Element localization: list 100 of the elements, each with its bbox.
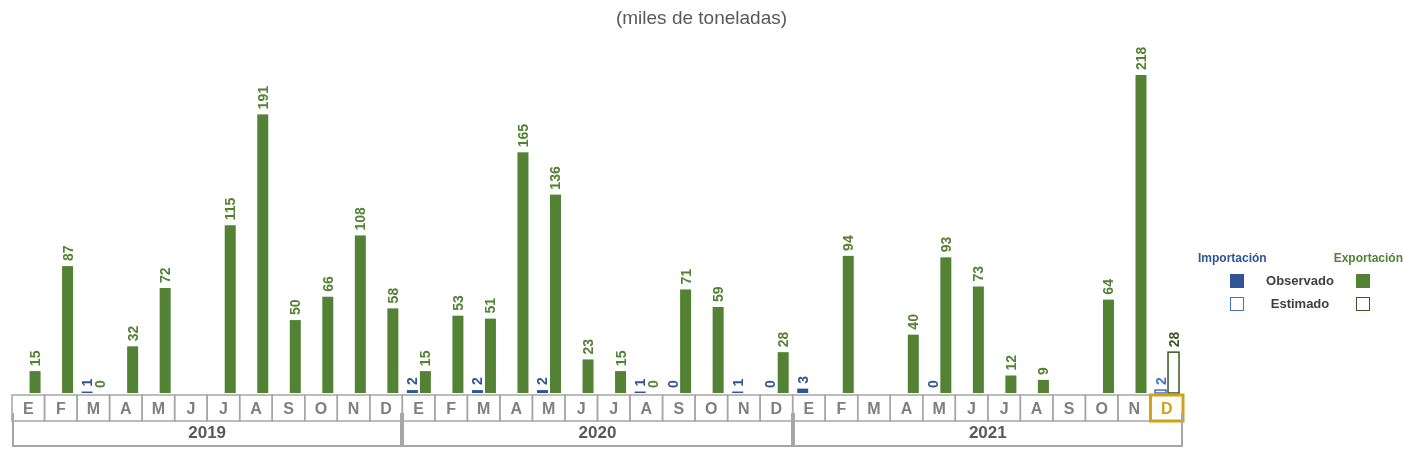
- x-tick-label: J: [967, 400, 977, 417]
- data-label: 73: [970, 265, 987, 282]
- bar: [1037, 379, 1049, 393]
- bar: [550, 194, 561, 393]
- bar: [29, 371, 41, 393]
- data-label: 136: [547, 166, 564, 190]
- data-label: 51: [482, 297, 499, 314]
- bar: [907, 334, 919, 393]
- bar: [484, 318, 496, 393]
- data-label: 87: [59, 245, 76, 262]
- data-label: 218: [1133, 46, 1149, 70]
- x-tick-label: N: [738, 400, 750, 417]
- data-label: 71: [677, 268, 694, 285]
- data-label: 15: [417, 350, 434, 367]
- data-label: 1: [729, 378, 746, 387]
- legend-label: Estimado: [1269, 296, 1331, 311]
- x-tick-label: M: [932, 400, 946, 417]
- bar: [1005, 375, 1017, 393]
- data-label: 72: [157, 267, 174, 283]
- bar: [387, 308, 399, 393]
- data-label: 58: [384, 287, 401, 304]
- x-tick-label: E: [803, 400, 815, 417]
- x-tick-label: A: [900, 400, 913, 417]
- bar: [842, 255, 854, 393]
- bar: [517, 152, 529, 393]
- bar: [615, 371, 627, 393]
- bar: [940, 257, 952, 393]
- bar: [406, 390, 418, 393]
- bar: [582, 359, 594, 393]
- x-tick-label: D: [380, 400, 392, 417]
- text: Exportación: [1333, 251, 1403, 265]
- bar: [419, 371, 431, 393]
- bar: [712, 306, 724, 393]
- data-label: 0: [762, 380, 779, 388]
- x-tick-label: D: [1160, 400, 1173, 417]
- bar: [680, 289, 692, 393]
- data-label: 165: [514, 123, 531, 148]
- x-tick-label: O: [705, 400, 718, 417]
- x-tick-label: E: [413, 400, 425, 417]
- data-label: 50: [287, 299, 304, 316]
- data-label: 15: [27, 350, 44, 367]
- bar: [1135, 75, 1147, 393]
- bar: [62, 266, 74, 393]
- data-label: 64: [1100, 278, 1117, 295]
- data-label: 191: [254, 85, 271, 110]
- x-tick-label: M: [542, 400, 556, 417]
- data-label: 0: [924, 380, 941, 388]
- chart-title: (miles de toneladas): [614, 7, 789, 30]
- x-tick-label: M: [86, 400, 100, 417]
- bar: [127, 346, 139, 393]
- x-tick-label: E: [22, 400, 34, 417]
- x-tick-label: A: [250, 400, 263, 417]
- x-tick-label: O: [314, 400, 328, 417]
- data-label: 2: [1152, 377, 1169, 386]
- x-tick-label: M: [476, 400, 491, 417]
- data-label: 28: [775, 331, 792, 348]
- x-tick-label: D: [770, 400, 783, 417]
- x-tick-label: F: [55, 400, 66, 417]
- x-tick-label: A: [120, 400, 133, 417]
- data-label: 15: [612, 350, 629, 367]
- bar: [354, 235, 366, 393]
- legend-label: Observado: [1265, 273, 1335, 288]
- bar: [322, 296, 334, 393]
- x-tick-label: O: [1095, 400, 1108, 417]
- x-tick-label: S: [673, 400, 685, 417]
- x-tick-label: M: [151, 400, 166, 417]
- x-tick-label: J: [609, 400, 619, 417]
- data-label: 3: [794, 375, 811, 384]
- data-label: 93: [937, 236, 954, 253]
- bar: [797, 388, 809, 393]
- x-tick-label: J: [576, 400, 586, 417]
- bar: [289, 320, 301, 393]
- x-tick-label: A: [510, 400, 523, 417]
- data-label: 28: [1165, 331, 1182, 348]
- x-tick-label: A: [640, 400, 653, 417]
- x-tick-label: J: [218, 400, 228, 417]
- data-label: 53: [449, 294, 466, 311]
- data-label: 12: [1002, 354, 1019, 371]
- bar: [224, 225, 236, 393]
- text: 2020: [578, 423, 617, 442]
- data-label: 2: [404, 377, 421, 386]
- x-tick-label: S: [283, 400, 295, 417]
- x-tick-label: N: [347, 400, 360, 417]
- data-label: 115: [222, 197, 239, 221]
- x-tick-label: F: [836, 400, 847, 417]
- data-label: 2: [469, 377, 486, 386]
- data-label: 0: [664, 380, 681, 388]
- bar: [159, 287, 171, 393]
- bar: [452, 315, 464, 393]
- bar: [777, 352, 789, 393]
- data-label: 59: [710, 286, 727, 302]
- data-label: 40: [905, 313, 922, 330]
- data-label: 108: [352, 206, 369, 231]
- data-label: 66: [319, 275, 336, 292]
- x-tick-label: N: [1128, 400, 1140, 417]
- data-label: 9: [1035, 366, 1052, 375]
- text: Importación: [1198, 251, 1267, 265]
- data-label: 32: [124, 325, 141, 342]
- text: 2019: [188, 423, 227, 442]
- bar: [1102, 299, 1114, 393]
